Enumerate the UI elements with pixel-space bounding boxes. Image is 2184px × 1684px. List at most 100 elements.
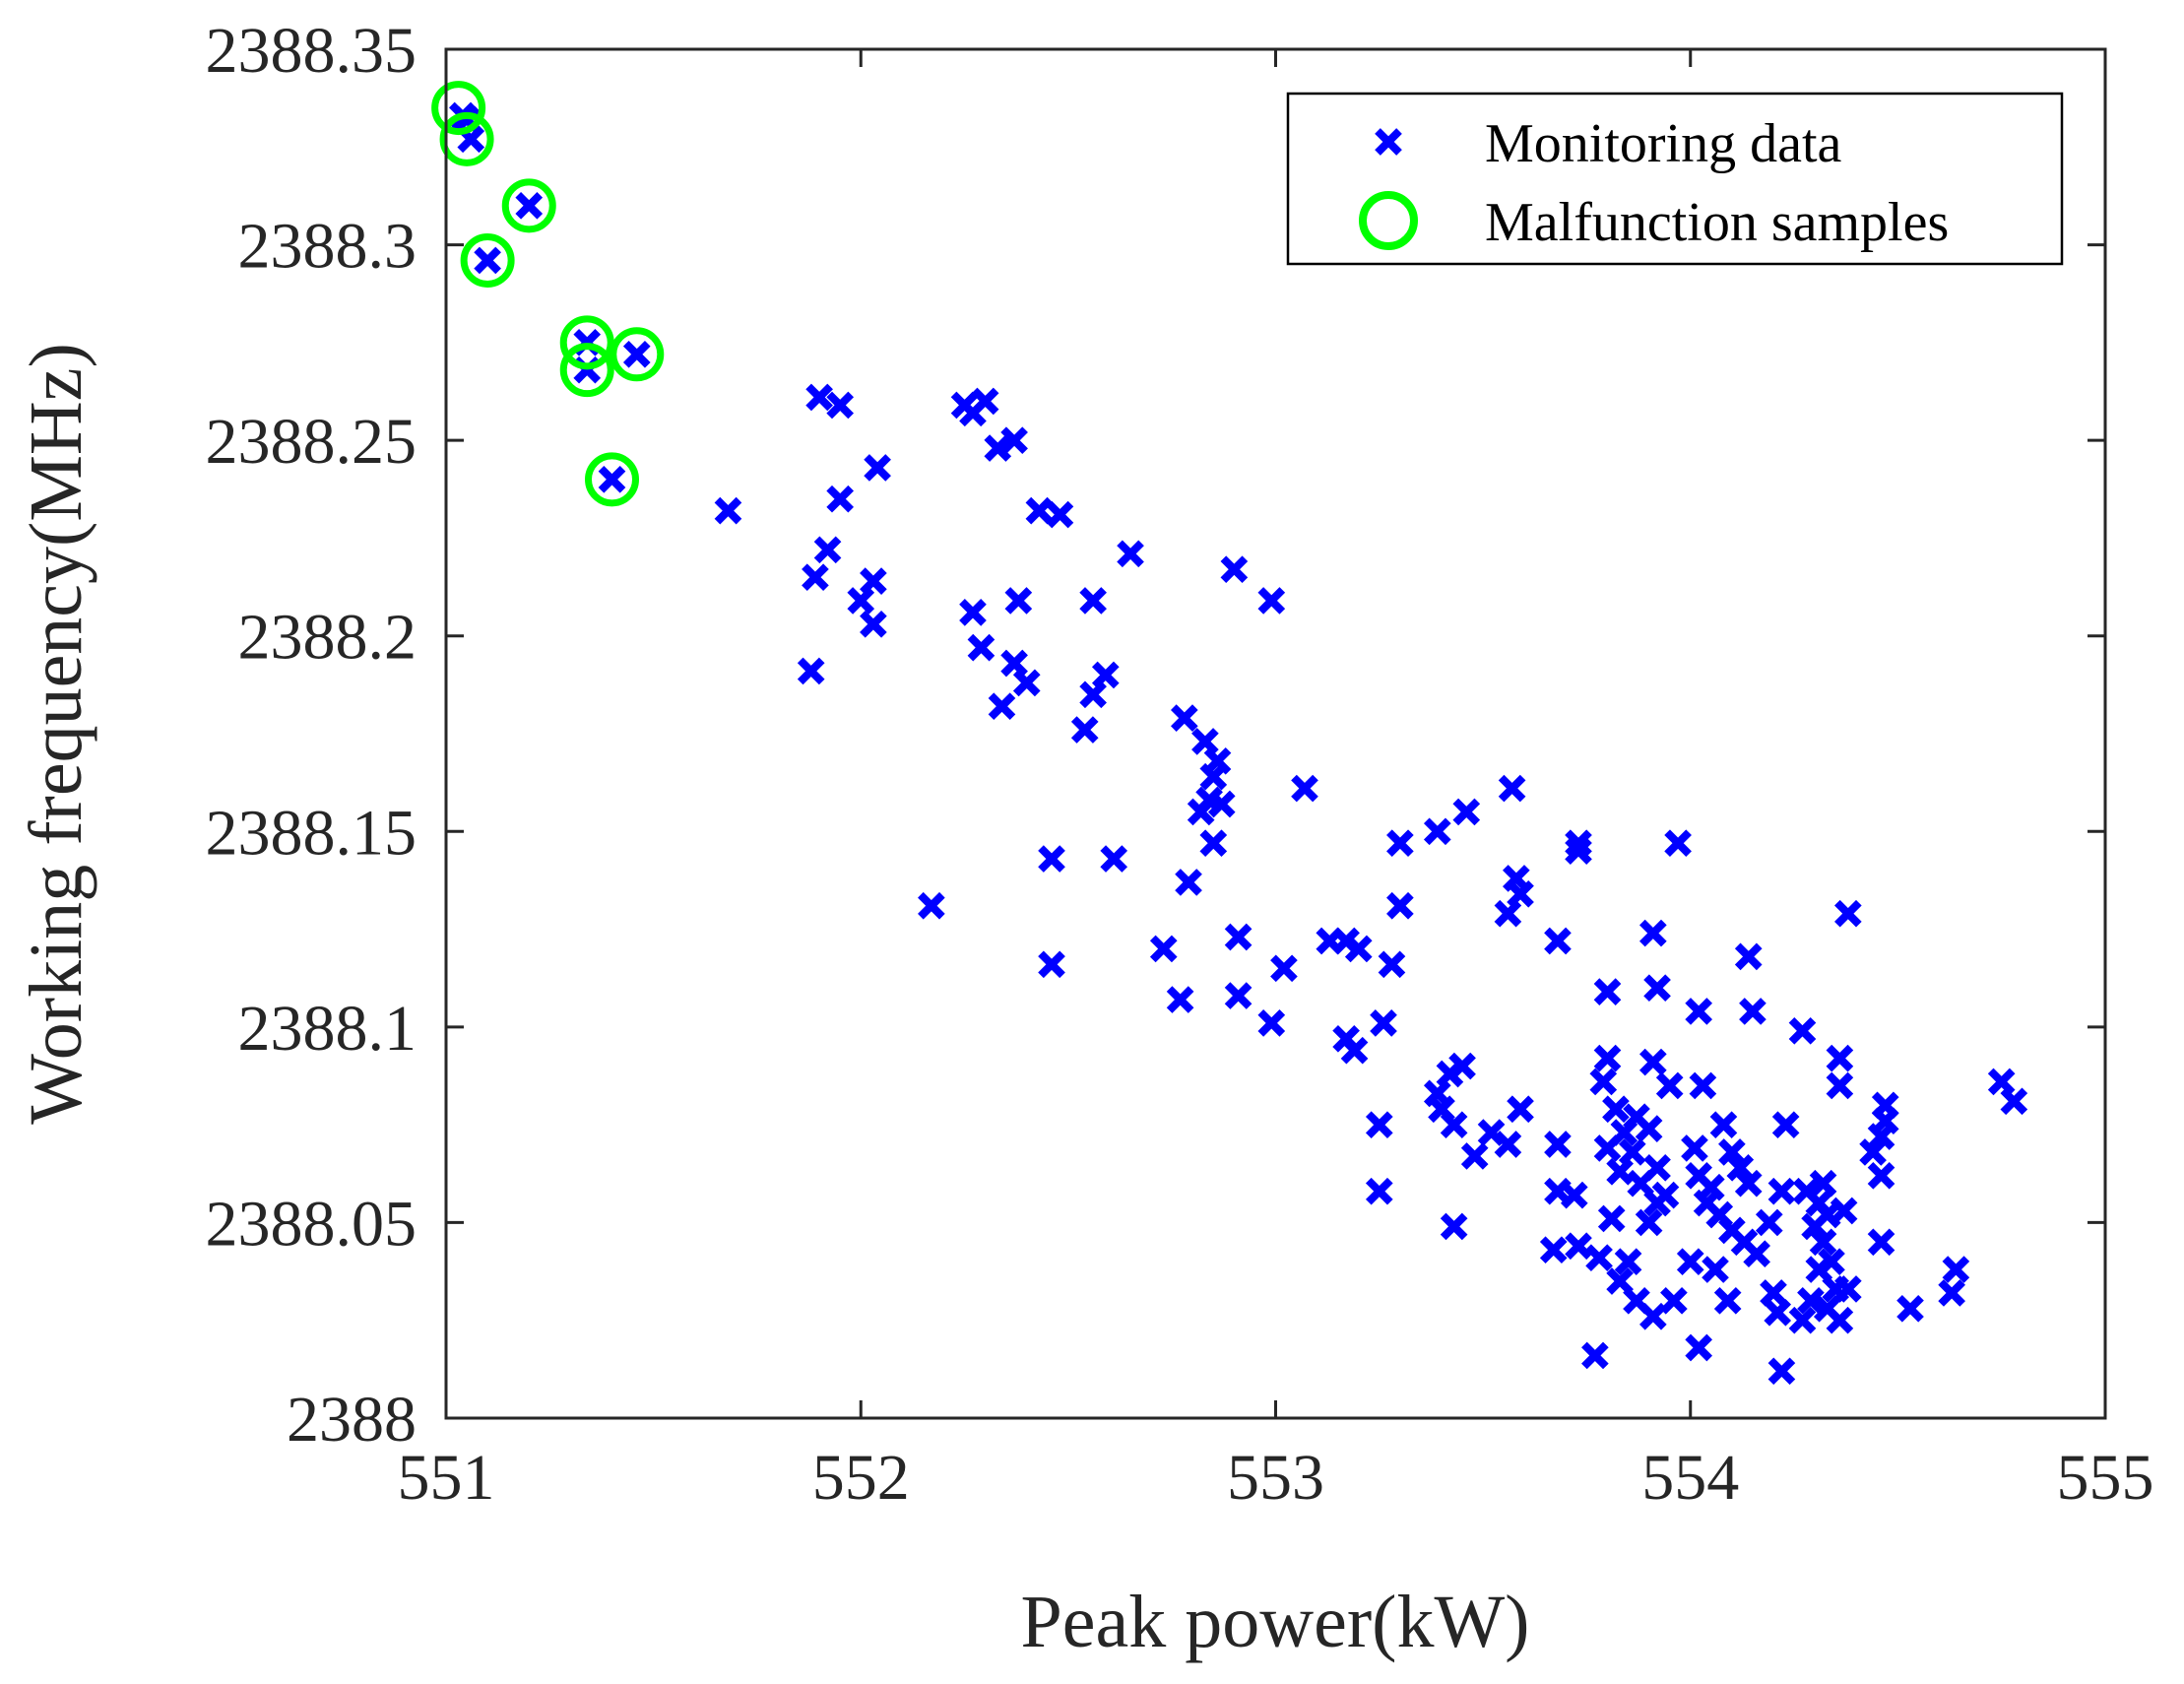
monitoring-data-point [1767, 1177, 1796, 1205]
legend: Monitoring data Malfunction samples [1286, 92, 2064, 266]
monitoring-data-point [1755, 1208, 1783, 1237]
monitoring-data-point [1597, 1204, 1626, 1233]
monitoring-data-point [1565, 837, 1592, 865]
monitoring-data-point [1606, 1267, 1634, 1295]
monitoring-data-point [1117, 540, 1144, 568]
monitoring-data-point [1166, 986, 1194, 1013]
x-tick-label: 554 [1641, 1442, 1739, 1514]
monitoring-data-point [1440, 1212, 1468, 1241]
monitoring-data-point [1191, 728, 1219, 755]
monitoring-data-point [1423, 817, 1451, 846]
monitoring-data-point [967, 633, 996, 662]
monitoring-data-point [1639, 919, 1667, 947]
monitoring-data-point [1805, 1256, 1833, 1283]
monitoring-data-point [1544, 1131, 1572, 1158]
monitoring-data-point [1987, 1068, 2016, 1096]
monitoring-data-point [1643, 974, 1671, 1002]
monitoring-data-point [1788, 1306, 1817, 1334]
y-axis-label: Working frequency(MHz) [15, 343, 97, 1125]
monitoring-data-point [1689, 1071, 1717, 1100]
markers-layer [431, 81, 2028, 1386]
monitoring-data-point [1070, 716, 1099, 744]
x-axis-label: Peak power(kW) [1020, 1581, 1529, 1663]
monitoring-data-point [1589, 1068, 1618, 1096]
monitoring-data-point [1685, 998, 1713, 1025]
monitoring-data-point [1560, 1181, 1588, 1209]
monitoring-data-point [1565, 1232, 1592, 1261]
monitoring-data-point [959, 599, 987, 626]
monitoring-data-point [1660, 1287, 1688, 1315]
monitoring-data-point [1224, 982, 1253, 1009]
monitoring-data-point [1257, 587, 1286, 615]
monitoring-data-point [797, 657, 825, 685]
monitoring-data-point [1494, 1131, 1522, 1158]
monitoring-data-point [1149, 935, 1178, 963]
monitoring-data-point [1091, 661, 1120, 689]
legend-box [1286, 92, 2064, 266]
monitoring-data-point [1743, 1240, 1770, 1268]
monitoring-data-point [1386, 829, 1414, 858]
monitoring-data-point [1365, 1177, 1393, 1205]
monitoring-data-point [1760, 1279, 1787, 1307]
monitoring-data-point [1833, 1275, 1862, 1303]
monitoring-data-point [1593, 1044, 1622, 1072]
malfunction-sample-point [439, 111, 494, 166]
legend-x-mark [1375, 128, 1402, 156]
monitoring-data-point [1801, 1212, 1829, 1241]
monitoring-data-point [1896, 1294, 1924, 1323]
monitoring-data-point [1585, 1244, 1613, 1271]
monitoring-data-point [1000, 426, 1028, 454]
monitoring-data-point [805, 383, 833, 412]
malfunction-sample-point [559, 315, 614, 370]
monitoring-data-point [1643, 1189, 1671, 1217]
monitoring-data-point [1000, 649, 1028, 678]
monitoring-data-point [1494, 899, 1522, 928]
monitoring-data-point [1664, 829, 1692, 858]
monitoring-data-point [813, 536, 842, 564]
monitoring-data-point [1046, 500, 1074, 529]
x-tick-label: 551 [398, 1442, 495, 1514]
monitoring-data-point [1004, 587, 1033, 615]
monitoring-data-point [860, 567, 887, 595]
monitoring-data-point [984, 434, 1012, 462]
monitoring-data-point [1826, 1306, 1854, 1334]
monitoring-data-point [1655, 1071, 1684, 1100]
x-tick-label: 552 [812, 1442, 910, 1514]
monitoring-data-point [1709, 1111, 1738, 1138]
monitoring-data-point [1635, 1208, 1663, 1237]
monitoring-data-point [864, 454, 891, 482]
monitoring-data-point [1199, 762, 1228, 791]
monitoring-data-point [1257, 1009, 1286, 1037]
monitoring-data-point [1767, 1357, 1796, 1386]
monitoring-data-point [1581, 1341, 1609, 1370]
monitoring-data-point [1291, 774, 1318, 803]
monitoring-data-point [1726, 1154, 1755, 1182]
monitoring-data-point [1386, 891, 1414, 920]
ticks-layer: 551 552 553 554 555 2388 2388.05 2388.1 2388.15 2… [206, 15, 2154, 1514]
legend-label-malfunction: Malfunction samples [1485, 192, 1949, 253]
monitoring-data-point [1826, 1071, 1854, 1100]
malfunction-sample-point [460, 232, 515, 288]
monitoring-data-point [1199, 829, 1228, 858]
monitoring-data-point [1833, 899, 1862, 928]
monitoring-data-point [1859, 1138, 1887, 1166]
monitoring-data-point [1809, 1169, 1837, 1198]
monitoring-data-point [1606, 1157, 1634, 1186]
monitoring-data-point [1635, 1115, 1663, 1142]
monitoring-data-point [860, 610, 887, 638]
monitoring-data-point [1734, 1169, 1763, 1198]
monitoring-data-point [1544, 927, 1572, 955]
monitoring-data-point [1498, 774, 1526, 803]
monitoring-data-point [1187, 798, 1215, 826]
monitoring-data-point [1038, 950, 1065, 979]
monitoring-data-point [1012, 669, 1041, 697]
monitoring-data-point [1079, 587, 1107, 615]
monitoring-data-point [1702, 1256, 1729, 1283]
monitoring-data-point [1618, 1138, 1646, 1166]
malfunction-sample-point [610, 327, 665, 382]
monitoring-data-point [1507, 1095, 1534, 1124]
monitoring-data-point [1713, 1287, 1742, 1315]
monitoring-data-point [1797, 1287, 1825, 1315]
malfunction-sample-point [501, 178, 556, 233]
